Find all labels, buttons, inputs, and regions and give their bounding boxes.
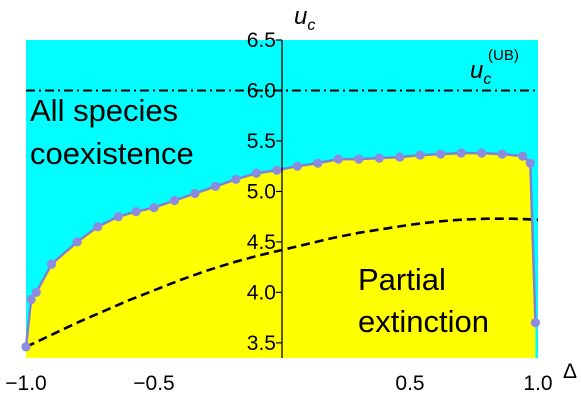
boundary-point bbox=[149, 202, 159, 213]
boundary-point bbox=[251, 168, 261, 178]
boundary-point bbox=[530, 318, 541, 328]
boundary-point bbox=[93, 222, 103, 232]
x-tick-label: −0.5 bbox=[133, 372, 174, 395]
boundary-point bbox=[169, 195, 180, 206]
boundary-point bbox=[272, 165, 282, 175]
boundary-point bbox=[210, 181, 221, 191]
y-tick-label: 6.5 bbox=[247, 29, 276, 52]
y-tick-label: 5.5 bbox=[247, 130, 276, 153]
y-tick-label: 4.5 bbox=[247, 231, 276, 254]
boundary-point bbox=[31, 287, 41, 297]
y-tick-label: 6.0 bbox=[247, 79, 276, 102]
boundary-point bbox=[231, 174, 241, 184]
y-tick-label: 3.5 bbox=[247, 332, 276, 355]
plot-area: 3.5 4.0 4.5 5.0 5.5 6.0 6.5 −1.0 −0.5 0.5 1.0 Δuc uc… bbox=[5, 3, 577, 395]
y-tick-label: 5.0 bbox=[247, 180, 276, 203]
boundary-point bbox=[131, 207, 141, 217]
boundary-point bbox=[292, 161, 302, 171]
boundary-point bbox=[21, 342, 31, 352]
boundary-point bbox=[456, 148, 466, 158]
boundary-point bbox=[525, 158, 535, 168]
region-annotation: extinction bbox=[358, 304, 489, 339]
boundary-point bbox=[415, 150, 425, 160]
boundary-point bbox=[47, 259, 57, 269]
region-annotation: Partial bbox=[358, 262, 446, 297]
y-tick-label: 4.0 bbox=[247, 281, 276, 304]
boundary-point bbox=[190, 188, 200, 199]
boundary-point bbox=[518, 151, 528, 161]
boundary-point bbox=[436, 149, 446, 159]
boundary-point bbox=[313, 158, 323, 168]
boundary-point bbox=[354, 154, 364, 164]
boundary-point bbox=[113, 212, 123, 222]
boundary-point bbox=[395, 152, 405, 162]
boundary-point bbox=[333, 154, 343, 164]
boundary-point bbox=[497, 149, 507, 159]
lower-region bbox=[26, 153, 536, 358]
y-axis-label: uc bbox=[294, 3, 315, 34]
x-tick-label: −1.0 bbox=[5, 372, 46, 395]
region-annotation: All species bbox=[30, 93, 178, 128]
upper-bound-label: uc(UB) bbox=[470, 47, 519, 88]
region-annotation: coexistence bbox=[30, 136, 194, 171]
boundary-point bbox=[374, 153, 384, 163]
x-tick-label: 0.5 bbox=[395, 372, 424, 395]
boundary-point bbox=[72, 237, 82, 247]
x-axis-label: Δ bbox=[563, 360, 577, 383]
boundary-point bbox=[26, 294, 36, 305]
boundary-point bbox=[477, 148, 487, 158]
x-tick-label: 1.0 bbox=[523, 372, 552, 395]
